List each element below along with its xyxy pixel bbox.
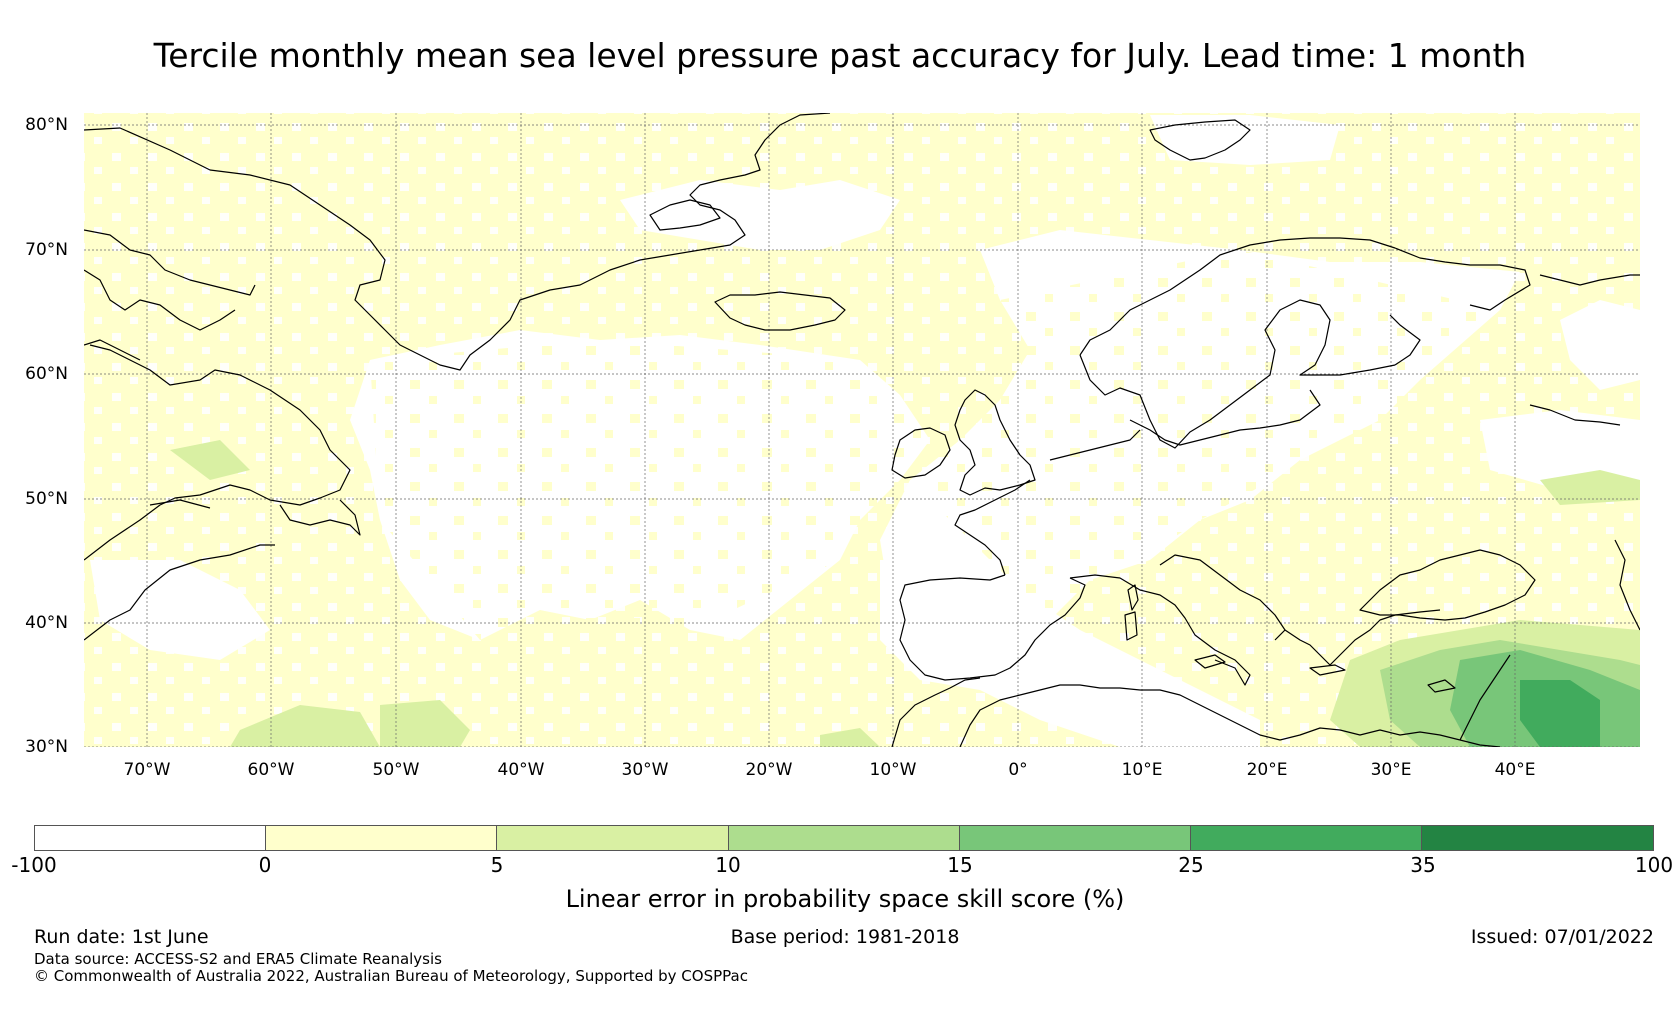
colorbar-tick: -100 — [11, 853, 57, 877]
colorbar-tick: 25 — [1178, 853, 1204, 877]
lon-label-60w: 60°W — [247, 760, 295, 780]
lat-label-80n: 80°N — [25, 115, 68, 135]
lat-label-30n: 30°N — [25, 737, 68, 757]
lon-label-40w: 40°W — [497, 760, 545, 780]
colorbar-segment-4 — [728, 826, 960, 850]
lat-label-50n: 50°N — [25, 489, 68, 509]
lon-label-20w: 20°W — [745, 760, 793, 780]
colorbar-segment-1 — [35, 826, 267, 850]
colorbar-tick: 5 — [490, 853, 504, 877]
map-title: Tercile monthly mean sea level pressure … — [153, 36, 1527, 75]
lat-label-70n: 70°N — [25, 240, 68, 260]
lon-label-0: 0° — [1008, 760, 1028, 780]
map-area: 80°N 70°N 60°N 50°N 40°N 30°N 70°W 60°W … — [25, 113, 1640, 780]
lat-label-40n: 40°N — [25, 613, 68, 633]
lon-label-20e: 20°E — [1246, 760, 1288, 780]
colorbar-tick: 10 — [715, 853, 741, 877]
lon-label-50w: 50°W — [372, 760, 420, 780]
lon-label-30e: 30°E — [1370, 760, 1412, 780]
copyright: © Commonwealth of Australia 2022, Austra… — [34, 967, 748, 985]
colorbar-tick: 100 — [1634, 853, 1674, 877]
lon-label-30w: 30°W — [621, 760, 669, 780]
colorbar-segment-2 — [266, 826, 498, 850]
skill-score-map — [84, 113, 1640, 747]
lon-label-10e: 10°E — [1121, 760, 1163, 780]
issued-date: Issued: 07/01/2022 — [1470, 926, 1654, 948]
coastlines — [84, 113, 1640, 747]
colorbar-label: Linear error in probability space skill … — [565, 885, 1125, 913]
lon-label-70w: 70°W — [123, 760, 171, 780]
base-period: Base period: 1981-2018 — [730, 926, 960, 948]
lat-label-60n: 60°N — [25, 364, 68, 384]
colorbar-segment-5 — [959, 826, 1192, 850]
colorbar — [34, 825, 1654, 851]
data-source: Data source: ACCESS-S2 and ERA5 Climate … — [34, 950, 442, 968]
colorbar-tick: 35 — [1410, 853, 1436, 877]
gridlines — [84, 113, 1640, 747]
colorbar-segment-3 — [497, 826, 729, 850]
lon-label-10w: 10°W — [869, 760, 917, 780]
colorbar-tick: 15 — [947, 853, 973, 877]
run-date: Run date: 1st June — [34, 926, 209, 948]
colorbar-segment-7 — [1422, 826, 1654, 850]
colorbar-tick: 0 — [258, 853, 272, 877]
lon-label-40e: 40°E — [1494, 760, 1536, 780]
colorbar-segment-6 — [1191, 826, 1423, 850]
